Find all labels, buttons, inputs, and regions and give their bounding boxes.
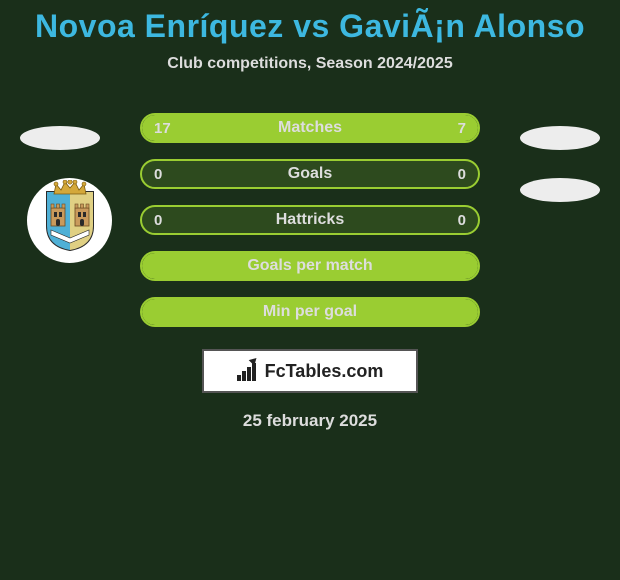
comparison-card: Novoa Enríquez vs GaviÃ¡n Alonso Club co… [0, 0, 620, 431]
stat-label: Goals per match [142, 257, 478, 275]
comparison-title: Novoa Enríquez vs GaviÃ¡n Alonso [0, 8, 620, 45]
avatar-right-placeholder [520, 126, 600, 150]
crown-icon [52, 180, 88, 196]
date-label: 25 february 2025 [0, 411, 620, 431]
source-logo-text: FcTables.com [265, 361, 384, 382]
avatar-left-placeholder [20, 126, 100, 150]
club-crest-icon [45, 190, 95, 252]
stat-label: Goals [142, 165, 478, 183]
club-left-badge [27, 178, 112, 263]
club-right-placeholder [520, 178, 600, 202]
stat-row: Min per goal [140, 297, 480, 327]
shield-icon [45, 190, 95, 252]
stat-row: 00Hattricks [140, 205, 480, 235]
source-logo: FcTables.com [202, 349, 418, 393]
stat-row: 00Goals [140, 159, 480, 189]
stat-row: 177Matches [140, 113, 480, 143]
comparison-subtitle: Club competitions, Season 2024/2025 [0, 55, 620, 73]
chart-icon [237, 361, 259, 381]
stat-label: Hattricks [142, 211, 478, 229]
stat-row: Goals per match [140, 251, 480, 281]
stat-label: Matches [142, 119, 478, 137]
stat-label: Min per goal [142, 303, 478, 321]
